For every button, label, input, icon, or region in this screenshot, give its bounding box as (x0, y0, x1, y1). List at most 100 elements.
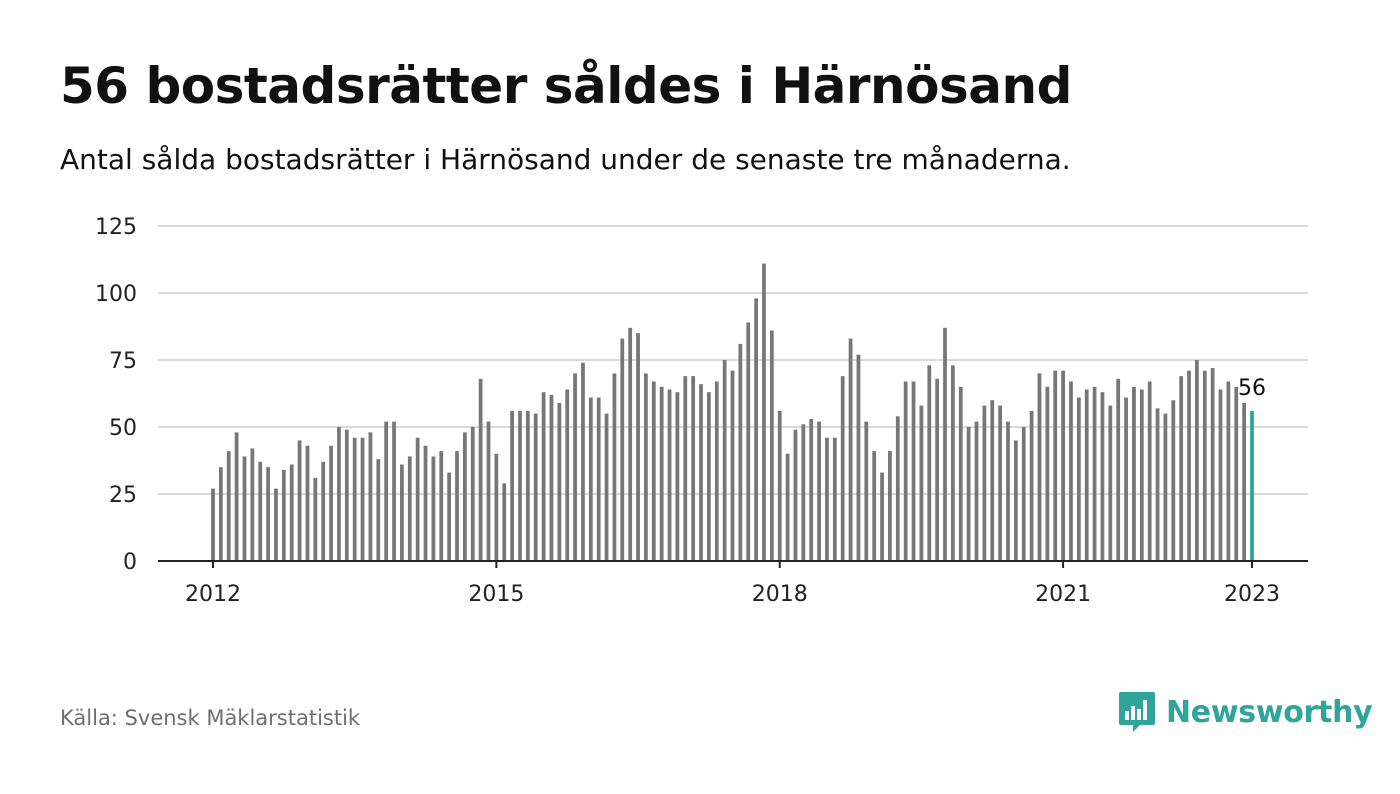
bar (407, 456, 412, 561)
bar (817, 421, 821, 561)
newsworthy-logo[interactable]: Newsworthy (1118, 690, 1373, 734)
bar (683, 376, 688, 561)
bar (384, 421, 389, 561)
bar (951, 365, 955, 561)
bar (644, 373, 648, 561)
x-tick-label: 2015 (468, 582, 524, 607)
bar (1029, 410, 1034, 561)
bar (990, 400, 995, 561)
bar (612, 373, 617, 561)
chart-title: 56 bostadsrätter såldes i Härnösand (60, 57, 1072, 115)
bar (258, 461, 263, 561)
bar (250, 448, 255, 561)
bar (415, 437, 420, 561)
bar (274, 488, 278, 561)
bar (1076, 397, 1081, 561)
bar (486, 421, 491, 561)
bar-highlight (1250, 410, 1254, 561)
bar (675, 392, 680, 561)
bar (785, 453, 790, 561)
newsworthy-logo-text: Newsworthy (1166, 694, 1373, 730)
x-tick-label: 2012 (185, 582, 241, 607)
bar (801, 424, 806, 561)
bar (746, 322, 751, 561)
bar (557, 402, 562, 561)
bar (242, 456, 247, 561)
bar (502, 483, 507, 561)
bar (636, 333, 640, 561)
bar (518, 410, 522, 561)
bar (431, 456, 436, 561)
bar (1092, 386, 1097, 561)
bar (1226, 381, 1231, 561)
bar (1202, 370, 1207, 561)
bar (998, 405, 1003, 561)
bar (549, 394, 554, 561)
bar (596, 397, 601, 561)
bar (628, 327, 633, 561)
bar (234, 432, 239, 561)
bar (352, 437, 357, 561)
bar (289, 464, 294, 561)
y-tick-label: 75 (109, 349, 137, 374)
bar (541, 392, 546, 561)
bar (226, 451, 231, 561)
bar (754, 298, 759, 561)
bars (211, 263, 1254, 561)
last-value-label: 56 (1238, 376, 1266, 401)
bar (793, 429, 798, 561)
bar (848, 338, 853, 561)
bar (470, 427, 475, 561)
x-tick-label: 2021 (1035, 582, 1091, 607)
bar (651, 381, 656, 561)
bar (360, 437, 365, 561)
bar (1147, 381, 1152, 561)
bar (958, 386, 963, 561)
bar (872, 451, 877, 561)
bar (313, 477, 318, 561)
bar (864, 421, 869, 561)
bar (927, 365, 932, 561)
bar (1132, 386, 1136, 561)
bar (935, 378, 940, 561)
bar (974, 421, 979, 561)
bar (1187, 370, 1191, 561)
bar (321, 461, 326, 561)
bar (344, 429, 349, 561)
bar (1108, 405, 1113, 561)
bar (1155, 408, 1160, 561)
bar (573, 373, 577, 561)
bar (730, 370, 735, 561)
bar (211, 488, 215, 561)
bar (1218, 389, 1223, 561)
bar (439, 451, 444, 561)
y-tick-label: 50 (109, 416, 137, 441)
bar (1234, 386, 1239, 561)
bar (1045, 386, 1050, 561)
bar (825, 437, 829, 561)
bar (966, 427, 971, 561)
bar (588, 397, 593, 561)
bar-chart: 0 25 50 75 100 125 2012 2015 2018 2021 2023 56 (95, 215, 1308, 607)
bar (329, 445, 333, 561)
x-tick-label: 2018 (752, 582, 808, 607)
bar (1013, 440, 1018, 561)
bar (919, 405, 924, 561)
bar (832, 437, 837, 561)
bar (982, 405, 987, 561)
bar (478, 378, 483, 561)
bar (455, 451, 459, 561)
bar (895, 416, 900, 561)
bar (1242, 402, 1247, 561)
bar (368, 432, 373, 561)
bar (880, 472, 884, 561)
bar (722, 360, 727, 561)
y-axis-ticks: 0 25 50 75 100 125 (95, 215, 137, 575)
bar (943, 327, 947, 561)
bar (604, 413, 609, 561)
bar (1139, 389, 1144, 561)
bar (297, 440, 302, 561)
bar (1116, 378, 1121, 561)
bar (706, 392, 711, 561)
bar (400, 464, 404, 561)
